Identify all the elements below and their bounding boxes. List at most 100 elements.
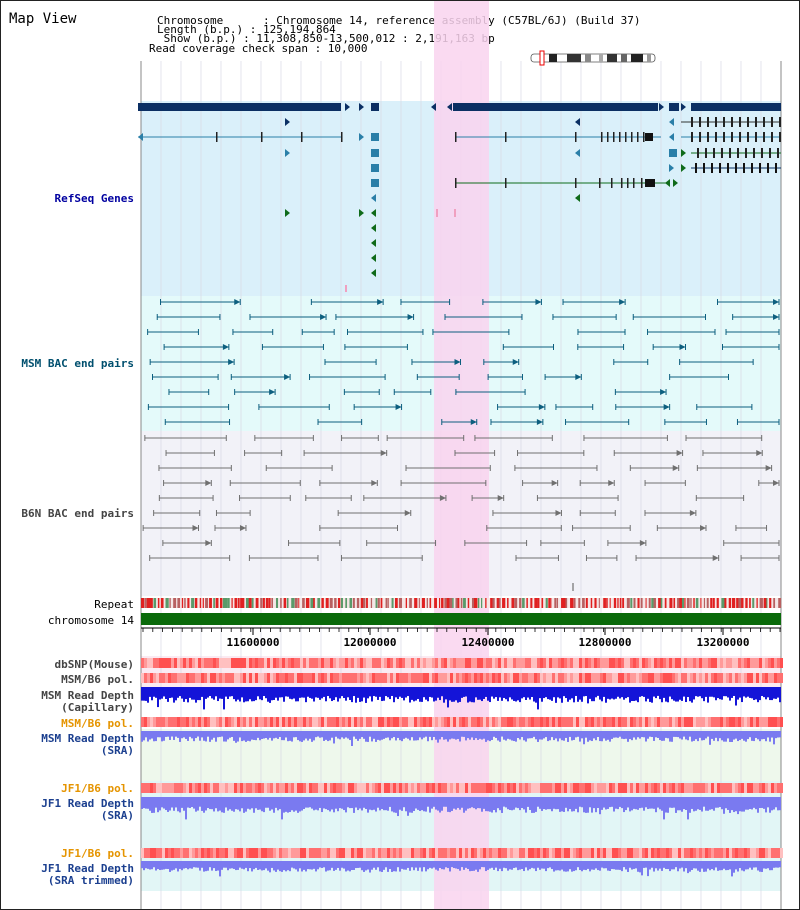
jf1-depth-trimmed-bar xyxy=(331,861,333,868)
dbsnp-track-cell xyxy=(354,658,357,668)
msm-depth-sra-bar xyxy=(437,731,439,743)
dbsnp-track-cell xyxy=(345,658,348,668)
msm-bac-pair-arrow xyxy=(663,404,670,410)
msm-b6-pol-2-track-cell xyxy=(483,717,486,727)
jf1-depth-trimmed-bar xyxy=(517,861,519,871)
jf1-b6-pol-2-track-cell xyxy=(357,848,360,858)
jf1-b6-pol-track-cell xyxy=(330,783,333,793)
msm-b6-pol-2-track-cell xyxy=(225,717,228,727)
refseq-genes-track[interactable] xyxy=(138,103,781,292)
msm-depth-capillary-bar xyxy=(255,687,257,701)
jf1-b6-pol-2-track-cell xyxy=(354,848,357,858)
msm-depth-capillary-bar xyxy=(569,687,571,700)
jf1-b6-pol-track-cell xyxy=(675,783,678,793)
jf1-depth-trimmed-bar xyxy=(401,861,403,869)
repeat-element xyxy=(215,598,219,608)
jf1-b6-pol-2-track-cell xyxy=(642,848,645,858)
msm-b6-pol-2-track-cell xyxy=(558,717,561,727)
jf1-b6-pol-track-cell xyxy=(489,783,492,793)
jf1-depth-sra-bar xyxy=(585,797,587,813)
repeat-element xyxy=(519,598,522,608)
msm-depth-sra-bar xyxy=(565,731,567,738)
jf1-depth-sra-bar xyxy=(759,797,761,809)
jf1-depth-sra-bar xyxy=(755,797,757,810)
track-label-msm-bac[interactable]: MSM BAC end pairs xyxy=(21,357,134,370)
jf1-depth-trimmed-bar xyxy=(589,861,591,872)
repeat-element xyxy=(563,598,567,608)
dbsnp-track-cell xyxy=(639,658,642,668)
msm-depth-sra-bar xyxy=(261,731,263,739)
jf1-depth-trimmed-bar xyxy=(155,861,157,871)
jf1-depth-sra-bar xyxy=(193,797,195,809)
track-label-refseq[interactable]: RefSeq Genes xyxy=(54,192,134,205)
msm-depth-sra-bar xyxy=(595,731,597,741)
chromosome-ideogram[interactable] xyxy=(530,50,656,66)
msm-depth-capillary-bar xyxy=(239,687,241,702)
jf1-b6-pol-track-cell xyxy=(333,783,336,793)
jf1-depth-sra-bar xyxy=(697,797,699,810)
dbsnp-track-cell xyxy=(255,658,258,668)
track-label-b6n-bac[interactable]: B6N BAC end pairs xyxy=(21,507,134,520)
msm-depth-sra-bar xyxy=(681,731,683,740)
jf1-depth-sra-bar xyxy=(291,797,293,811)
msm-b6-pol-2-track-cell xyxy=(234,717,237,727)
msm-b6-pol-2-track-cell xyxy=(705,717,708,727)
jf1-depth-sra-bar xyxy=(327,797,329,811)
quantitative-tracks[interactable] xyxy=(141,658,783,877)
msm-depth-capillary-bar xyxy=(217,687,219,702)
dbsnp-track-cell xyxy=(720,658,723,668)
repeat-track[interactable] xyxy=(141,598,782,608)
jf1-b6-pol-2-track-cell xyxy=(189,848,192,858)
jf1-b6-pol-track-cell xyxy=(390,783,393,793)
b6n-bac-pair-arrow xyxy=(551,480,558,486)
msm-b6-pol-track-cell xyxy=(645,673,648,683)
jf1-b6-pol-track-cell xyxy=(522,783,525,793)
jf1-b6-pol-track-cell xyxy=(405,783,408,793)
jf1-depth-trimmed-bar xyxy=(637,861,639,872)
jf1-b6-pol-track-cell xyxy=(594,783,597,793)
msm-depth-sra-bar xyxy=(489,731,491,742)
jf1-depth-sra-bar xyxy=(369,797,371,810)
jf1-depth-sra-bar xyxy=(549,797,551,810)
dbsnp-track-cell xyxy=(609,658,612,668)
jf1-b6-pol-2-track-cell xyxy=(582,848,585,858)
dbsnp-track-cell xyxy=(372,658,375,668)
msm-b6-pol-track-cell xyxy=(588,673,591,683)
repeat-element xyxy=(640,598,643,608)
jf1-depth-trimmed-bar xyxy=(271,861,273,868)
msm-b6-pol-track-cell xyxy=(213,673,216,683)
b6n-bac-track[interactable] xyxy=(142,435,780,591)
jf1-b6-pol-2-track-cell xyxy=(351,848,354,858)
dbsnp-track-cell xyxy=(672,658,675,668)
msm-b6-pol-track-cell xyxy=(534,673,537,683)
msm-b6-pol-track-cell xyxy=(765,673,768,683)
msm-bac-track[interactable] xyxy=(147,299,780,425)
jf1-b6-pol-2-track-cell xyxy=(279,848,282,858)
msm-b6-pol-2-track-cell xyxy=(375,717,378,727)
jf1-depth-trimmed-bar xyxy=(731,861,733,877)
msm-b6-pol-track-cell xyxy=(624,673,627,683)
repeat-element xyxy=(514,598,518,608)
gene-exon xyxy=(713,148,715,158)
gene-strand-arrow xyxy=(681,164,686,172)
msm-b6-pol-track-cell xyxy=(687,673,690,683)
msm-depth-sra-bar xyxy=(331,731,333,738)
msm-depth-capillary-bar xyxy=(369,687,371,697)
msm-depth-capillary-bar xyxy=(333,687,335,701)
jf1-depth-trimmed-bar xyxy=(221,861,223,870)
msm-b6-pol-track-cell xyxy=(768,673,771,683)
msm-depth-sra-bar xyxy=(243,731,245,741)
msm-depth-capillary-bar xyxy=(615,687,617,699)
msm-b6-pol-track-cell xyxy=(258,673,261,683)
msm-depth-sra-bar xyxy=(181,731,183,739)
msm-b6-pol-2-track-cell xyxy=(624,717,627,727)
jf1-b6-pol-2-track-cell xyxy=(576,848,579,858)
chromosome-bar[interactable] xyxy=(141,613,781,625)
jf1-b6-pol-track-cell xyxy=(378,783,381,793)
dbsnp-track-cell xyxy=(492,658,495,668)
dbsnp-track-cell xyxy=(657,658,660,668)
jf1-depth-sra-bar xyxy=(225,797,227,808)
jf1-depth-trimmed-bar xyxy=(621,861,623,872)
msm-bac-pair-arrow xyxy=(660,389,667,395)
